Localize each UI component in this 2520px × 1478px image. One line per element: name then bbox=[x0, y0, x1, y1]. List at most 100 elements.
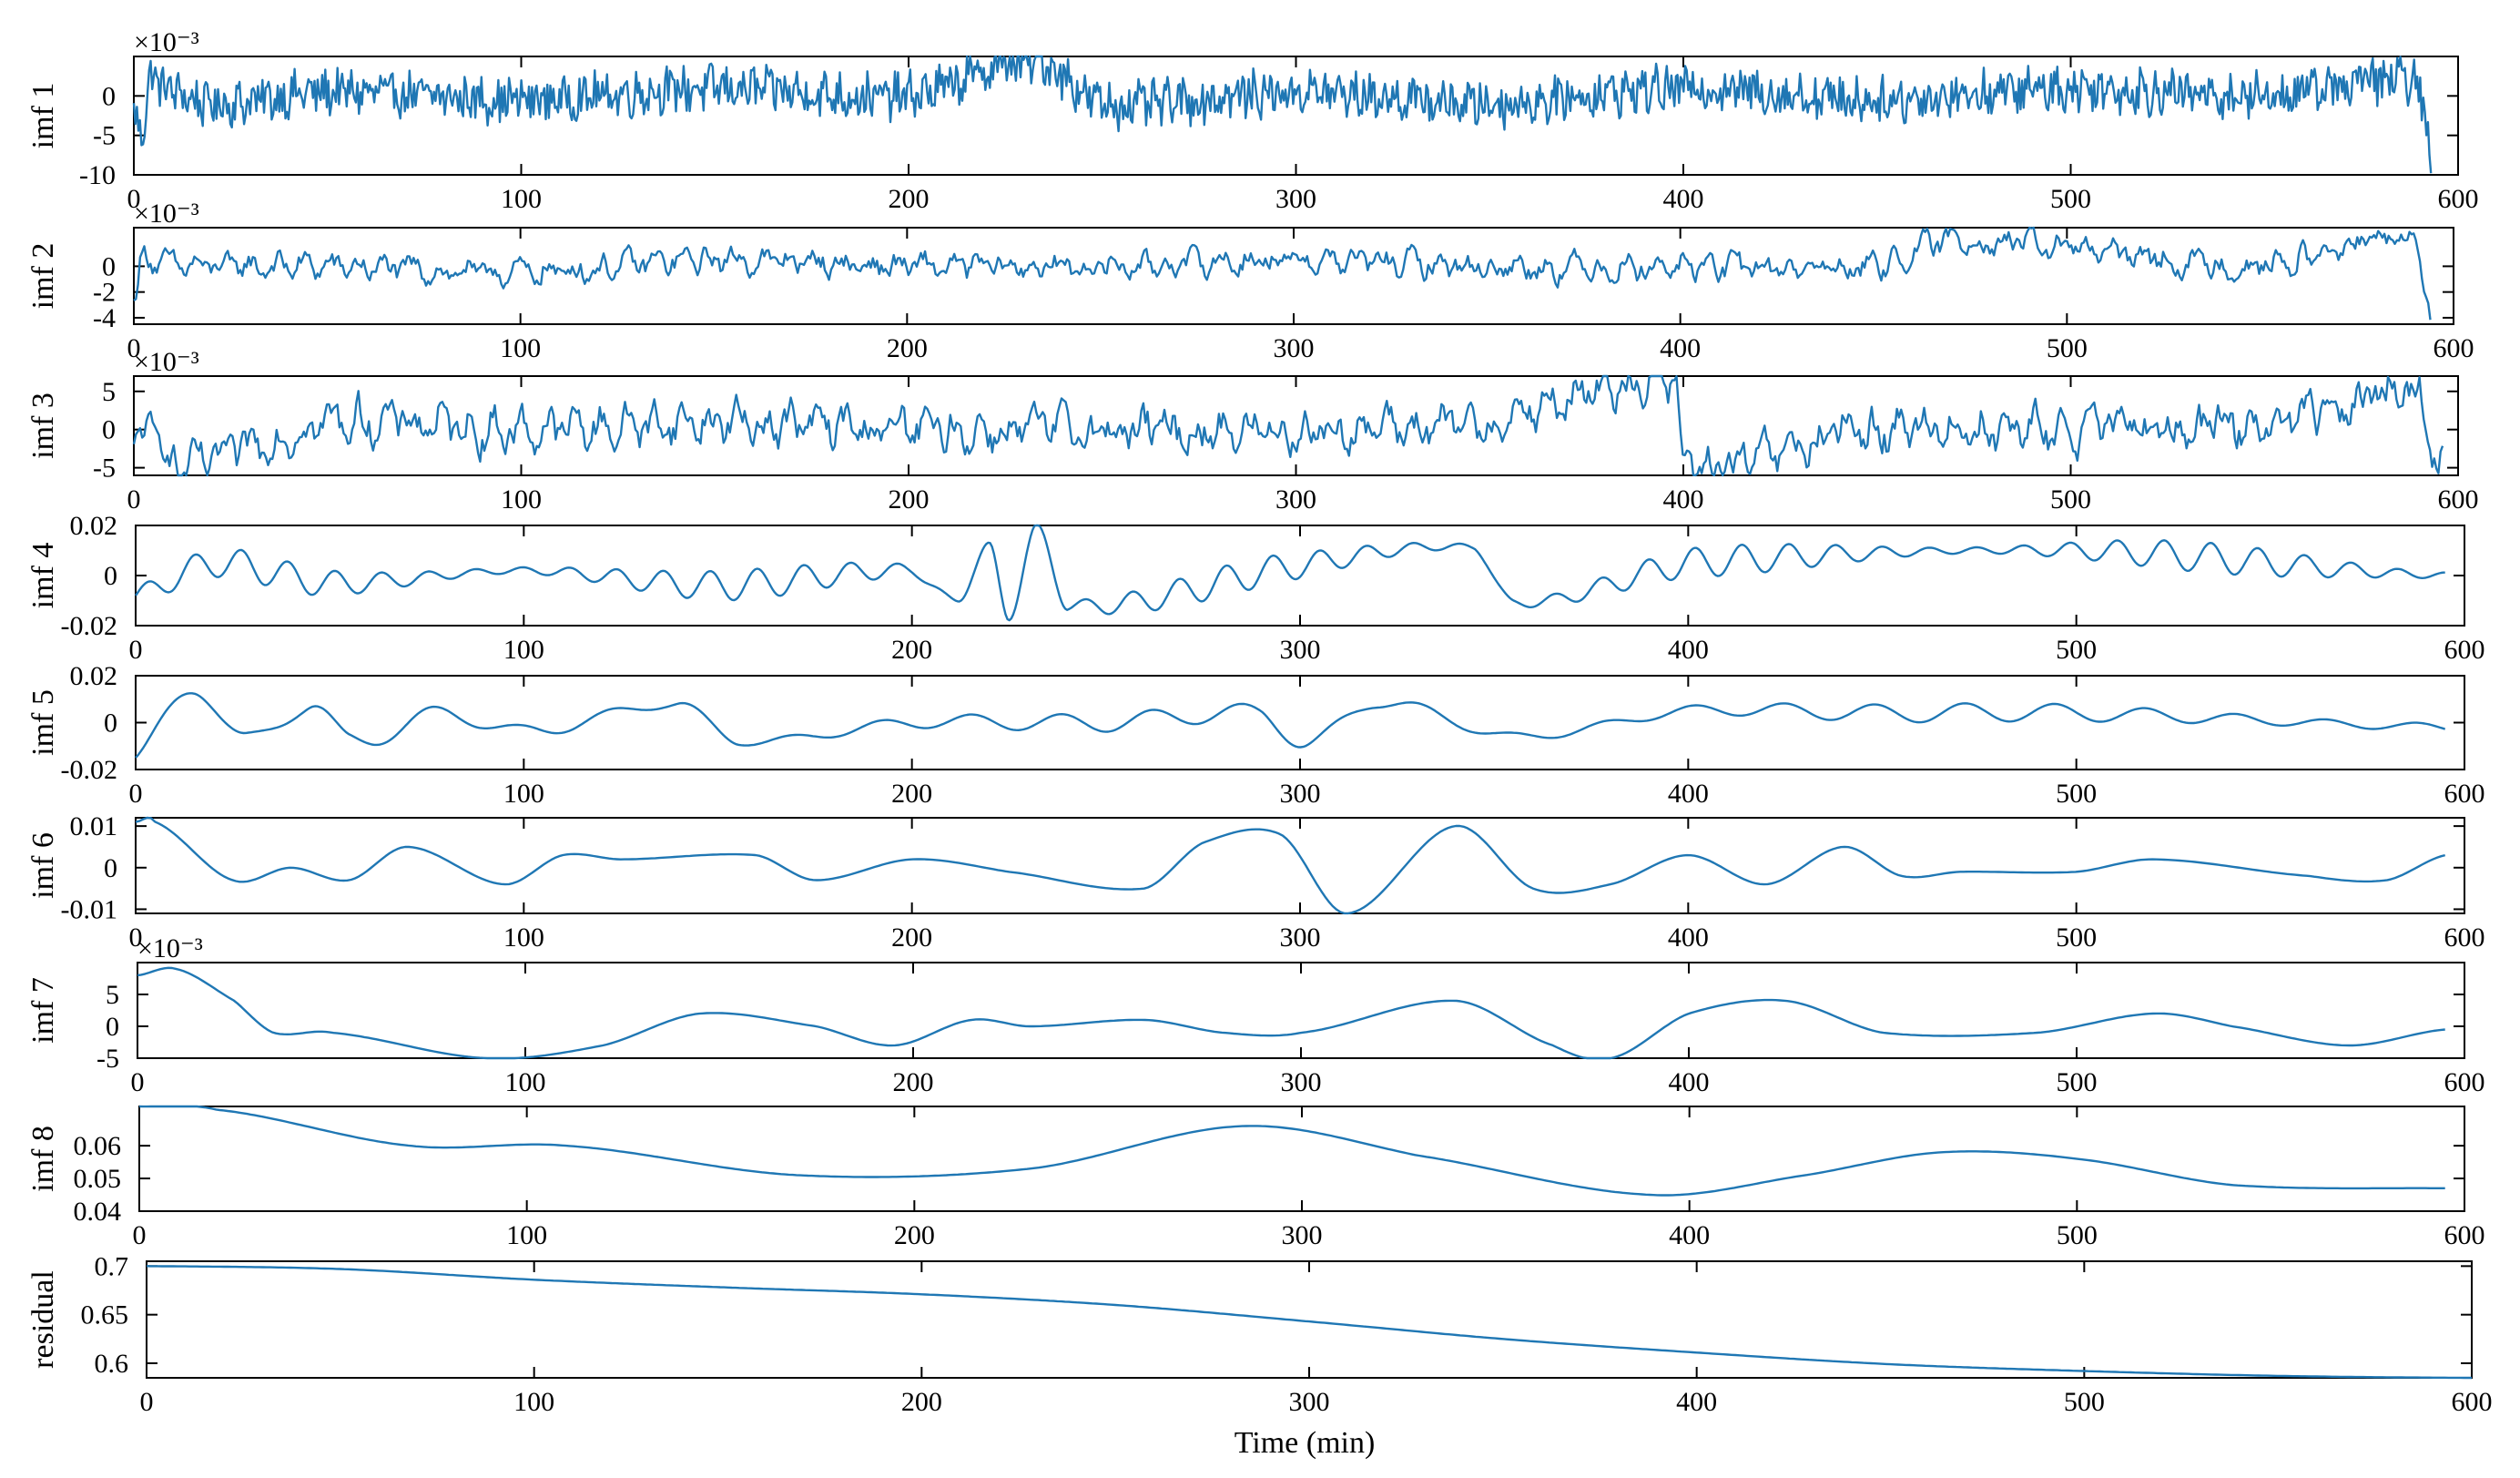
x-tick-label: 600 bbox=[2438, 484, 2479, 515]
x-tick-label: 600 bbox=[2452, 1387, 2493, 1417]
axes-frame bbox=[135, 675, 2465, 770]
panel-8: 0 100 200 300 400 500 600 0.040.050.06 imf 8 bbox=[26, 1105, 2485, 1250]
x-tick-label: 200 bbox=[889, 484, 930, 515]
x-tick-label: 100 bbox=[501, 484, 542, 515]
x-tick-label: 400 bbox=[1669, 1067, 1710, 1097]
x-tick-label: 200 bbox=[891, 922, 932, 953]
y-tick-label: 5 bbox=[102, 377, 116, 407]
y-tick-label: 0.02 bbox=[70, 511, 118, 541]
axes-frame bbox=[133, 56, 2459, 176]
x-tick-label: 600 bbox=[2444, 922, 2485, 953]
series-line bbox=[135, 692, 2446, 759]
x-tick-label: 400 bbox=[1663, 184, 1704, 214]
x-tick-label: 300 bbox=[1275, 184, 1316, 214]
series-line bbox=[132, 374, 2444, 477]
x-tick-label: 0 bbox=[127, 184, 141, 214]
y-exponent-label: ×10⁻³ bbox=[137, 933, 203, 963]
y-tick-label: 0 bbox=[104, 561, 117, 591]
x-tick-label: 200 bbox=[889, 184, 930, 214]
series-line bbox=[132, 55, 2433, 174]
x-tick-label: 600 bbox=[2434, 333, 2474, 363]
y-tick-label: 0 bbox=[102, 81, 116, 111]
x-tick-label: 400 bbox=[1669, 1220, 1710, 1250]
x-tick-label: 200 bbox=[891, 779, 932, 809]
x-tick-label: 300 bbox=[1280, 635, 1321, 665]
x-tick-label: 500 bbox=[2050, 184, 2091, 214]
x-tick-label: 400 bbox=[1660, 333, 1701, 363]
y-tick-label: -10 bbox=[79, 160, 116, 190]
panel-9: 0 100 200 300 400 500 600 0.6 0.65 0.7 residual bbox=[26, 1251, 2493, 1417]
series-line bbox=[135, 524, 2445, 622]
y-tick-label: -4 bbox=[93, 303, 116, 333]
x-tick-label: 200 bbox=[891, 635, 932, 665]
y-tick-label: -2 bbox=[93, 278, 116, 308]
y-axis-label: imf 8 bbox=[26, 1126, 60, 1192]
y-tick-label: 0 bbox=[102, 251, 116, 281]
x-tick-label: 300 bbox=[1281, 1067, 1322, 1097]
y-tick-label: -0.02 bbox=[61, 611, 118, 641]
x-tick-label: 500 bbox=[2047, 333, 2088, 363]
y-axis-label: residual bbox=[26, 1270, 60, 1369]
x-tick-label: 200 bbox=[887, 333, 928, 363]
x-tick-label: 400 bbox=[1668, 779, 1709, 809]
x-tick-label: 300 bbox=[1280, 922, 1321, 953]
series-line bbox=[146, 1265, 2472, 1380]
x-tick-label: 0 bbox=[129, 779, 143, 809]
y-exponent-label: ×10⁻³ bbox=[134, 27, 199, 57]
panel-5: 0 100 200 300 400 500 600 -0.02 0 0.02 imf 5 bbox=[26, 661, 2485, 809]
x-tick-label: 300 bbox=[1275, 484, 1316, 515]
x-tick-label: 100 bbox=[503, 635, 544, 665]
x-tick-label: 600 bbox=[2438, 184, 2479, 214]
x-tick-label: 100 bbox=[500, 333, 541, 363]
x-tick-label: 500 bbox=[2057, 1067, 2098, 1097]
axes-frame bbox=[133, 227, 2454, 325]
x-tick-label: 0 bbox=[133, 1220, 147, 1250]
axes-frame bbox=[138, 1106, 2465, 1212]
x-tick-label: 500 bbox=[2050, 484, 2091, 515]
x-tick-label: 400 bbox=[1668, 922, 1709, 953]
x-tick-label: 600 bbox=[2444, 1220, 2485, 1250]
y-axis-label: imf 4 bbox=[26, 543, 60, 609]
x-tick-label: 500 bbox=[2056, 635, 2097, 665]
y-axis-label: imf 5 bbox=[26, 689, 60, 756]
y-tick-label: 5 bbox=[106, 980, 119, 1010]
y-tick-label: 0.06 bbox=[74, 1131, 122, 1161]
x-tick-label: 0 bbox=[127, 333, 141, 363]
x-tick-label: 400 bbox=[1668, 635, 1709, 665]
series-line bbox=[135, 816, 2446, 915]
axes-frame bbox=[137, 962, 2465, 1059]
x-tick-label: 300 bbox=[1282, 1220, 1323, 1250]
y-tick-label: 0 bbox=[106, 1012, 119, 1042]
y-tick-label: 0.65 bbox=[81, 1300, 129, 1330]
y-tick-label: 0.01 bbox=[70, 811, 118, 841]
y-tick-label: 0.7 bbox=[95, 1251, 129, 1281]
x-tick-label: 600 bbox=[2444, 1067, 2485, 1097]
y-axis-label: imf 2 bbox=[26, 243, 60, 310]
x-tick-label: 600 bbox=[2444, 635, 2485, 665]
x-tick-label: 0 bbox=[129, 922, 143, 953]
x-tick-label: 500 bbox=[2056, 922, 2097, 953]
x-tick-label: 300 bbox=[1289, 1387, 1330, 1417]
x-tick-label: 100 bbox=[503, 779, 544, 809]
panel-3: 0 100 200 300 400 500 600 -5 0 5 imf 3 ×10⁻³ bbox=[26, 347, 2479, 515]
y-axis-label: imf 3 bbox=[26, 392, 60, 459]
y-tick-label: -5 bbox=[97, 1044, 119, 1074]
x-tick-label: 100 bbox=[513, 1387, 554, 1417]
y-tick-label: 0 bbox=[104, 708, 117, 739]
y-axis-label: imf 6 bbox=[26, 832, 60, 899]
series-line bbox=[133, 226, 2432, 321]
panel-6: 0 100 200 300 400 500 600 -0.01 0 0.01 imf 6 bbox=[26, 811, 2485, 953]
y-tick-label: -5 bbox=[93, 454, 116, 484]
y-exponent-label: ×10⁻³ bbox=[134, 199, 199, 229]
x-tick-label: 0 bbox=[131, 1067, 145, 1097]
y-tick-label: 0.05 bbox=[74, 1164, 122, 1194]
y-tick-label: -5 bbox=[93, 121, 116, 151]
x-tick-label: 500 bbox=[2056, 779, 2097, 809]
x-tick-label: 100 bbox=[506, 1220, 547, 1250]
y-tick-label: 0.02 bbox=[70, 661, 118, 691]
x-tick-label: 100 bbox=[505, 1067, 546, 1097]
x-tick-label: 0 bbox=[140, 1387, 154, 1417]
